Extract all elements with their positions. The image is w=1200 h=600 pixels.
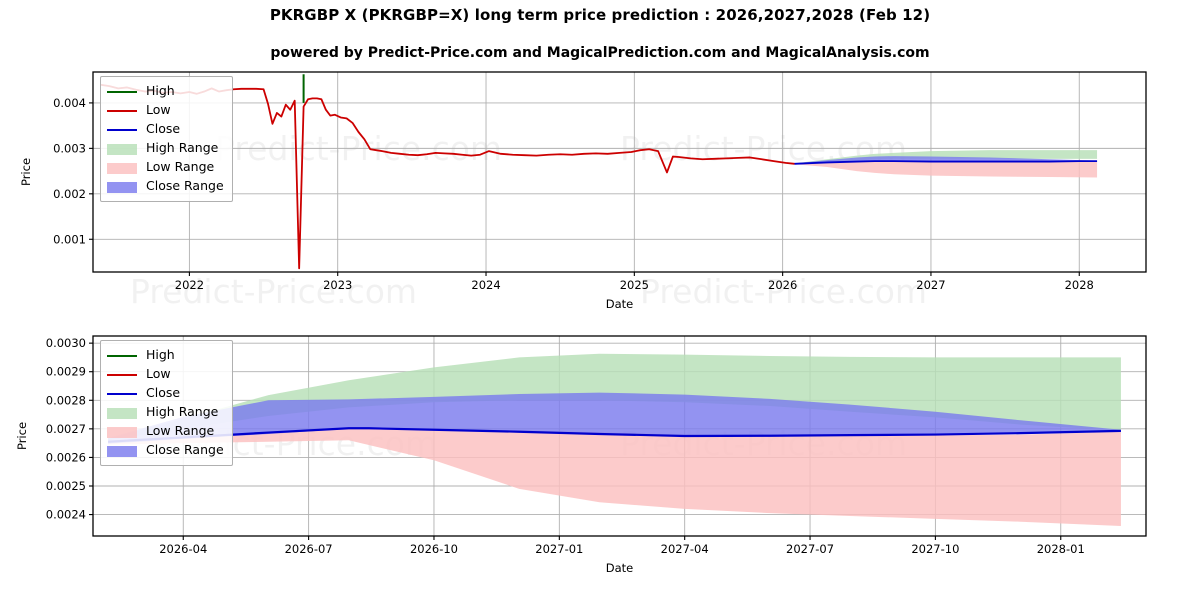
legend-item-high-range: High Range	[107, 139, 224, 158]
x-tick-label: 2027-04	[661, 542, 709, 556]
axis-frame	[92, 71, 1147, 273]
x-tick-label: 2027-07	[786, 542, 834, 556]
legend-item-label: Low Range	[146, 423, 215, 439]
legend-item-label: Close	[146, 385, 181, 401]
legend-swatch-icon	[107, 445, 137, 457]
legend-item-label: Close Range	[146, 442, 224, 458]
y-tick-label: 0.0025	[46, 479, 86, 493]
x-axis-label: Date	[606, 297, 634, 311]
x-tick-label: 2027	[916, 278, 945, 292]
y-tick-label: 0.0027	[46, 422, 86, 436]
legend-item-label: Close Range	[146, 178, 224, 194]
legend-item-low: Low	[107, 365, 224, 384]
legend-item-high: High	[107, 82, 224, 101]
legend-swatch-icon	[107, 143, 137, 155]
chart-legend: High Low Close High Range Low Range Close Ran…	[100, 76, 233, 202]
legend-item-low-range: Low Range	[107, 422, 224, 441]
y-tick-label: 0.0028	[46, 393, 86, 407]
x-tick-label: 2026	[768, 278, 797, 292]
y-tick-label: 0.001	[53, 232, 86, 246]
legend-item-label: High Range	[146, 404, 219, 420]
legend-item-close-range: Close Range	[107, 441, 224, 460]
y-tick-label: 0.004	[53, 96, 86, 110]
legend-item-low-range: Low Range	[107, 158, 224, 177]
legend-swatch-icon	[107, 369, 137, 381]
y-tick-label: 0.0029	[46, 365, 86, 379]
series-line-close	[107, 427, 1121, 443]
legend-item-label: Low	[146, 366, 171, 382]
legend-item-label: Low	[146, 102, 171, 118]
bottom-chart-panel: Predict-Price.comPredict-Price.com0.0024…	[0, 320, 1200, 600]
legend-swatch-icon	[107, 407, 137, 419]
x-tick-label: 2026-04	[159, 542, 207, 556]
y-tick-label: 0.0026	[46, 450, 86, 464]
legend-item-label: High Range	[146, 140, 219, 156]
legend-swatch-icon	[107, 162, 137, 174]
x-axis-label: Date	[606, 561, 634, 575]
x-tick-label: 2023	[323, 278, 352, 292]
y-tick-label: 0.0024	[46, 508, 86, 522]
legend-item-high: High	[107, 346, 224, 365]
x-tick-label: 2024	[471, 278, 500, 292]
legend-item-close: Close	[107, 120, 224, 139]
axis-frame	[92, 335, 1147, 537]
band-low-range	[108, 428, 1121, 526]
watermark-text: Predict-Price.com	[640, 272, 927, 311]
legend-swatch-icon	[107, 426, 137, 438]
legend-item-high-range: High Range	[107, 403, 224, 422]
y-axis-label: Price	[15, 422, 29, 450]
y-tick-label: 0.0030	[46, 336, 86, 350]
legend-item-label: High	[146, 83, 175, 99]
chart-subtitle: powered by Predict-Price.com and Magical…	[270, 45, 930, 61]
legend-item-label: Low Range	[146, 159, 215, 175]
y-tick-label: 0.002	[53, 187, 86, 201]
bottom-chart-svg: Predict-Price.comPredict-Price.com0.0024…	[15, 335, 1147, 575]
legend-item-close-range: Close Range	[107, 177, 224, 196]
x-tick-label: 2027-01	[535, 542, 583, 556]
top-chart-svg: Predict-Price.com Predict-Price.comPredic…	[19, 71, 1147, 311]
chart-legend: High Low Close High Range Low Range Close Ran…	[100, 340, 233, 466]
legend-swatch-icon	[107, 105, 137, 117]
x-tick-label: 2028-01	[1037, 542, 1085, 556]
x-tick-label: 2026-07	[285, 542, 333, 556]
legend-item-label: High	[146, 347, 175, 363]
x-tick-label: 2028	[1065, 278, 1094, 292]
legend-swatch-icon	[107, 86, 137, 98]
legend-item-close: Close	[107, 384, 224, 403]
legend-item-low: Low	[107, 101, 224, 120]
x-tick-label: 2026-10	[410, 542, 458, 556]
legend-swatch-icon	[107, 350, 137, 362]
legend-swatch-icon	[107, 124, 137, 136]
legend-item-label: Close	[146, 121, 181, 137]
band-close-range	[108, 392, 1121, 444]
x-tick-label: 2025	[620, 278, 649, 292]
legend-swatch-icon	[107, 388, 137, 400]
y-tick-label: 0.003	[53, 141, 86, 155]
chart-title: PKRGBP X (PKRGBP=X) long term price pred…	[269, 6, 931, 24]
band-low-range	[794, 161, 1098, 178]
watermark-text: Predict-Price.com	[130, 272, 417, 311]
x-tick-label: 2027-10	[911, 542, 959, 556]
x-tick-label: 2022	[175, 278, 204, 292]
band-close-range	[794, 156, 1098, 165]
series-line-close	[794, 160, 1098, 165]
legend-swatch-icon	[107, 181, 137, 193]
y-axis-label: Price	[19, 158, 33, 186]
top-chart-panel: Predict-Price.com Predict-Price.com Predic…	[19, 71, 1147, 311]
